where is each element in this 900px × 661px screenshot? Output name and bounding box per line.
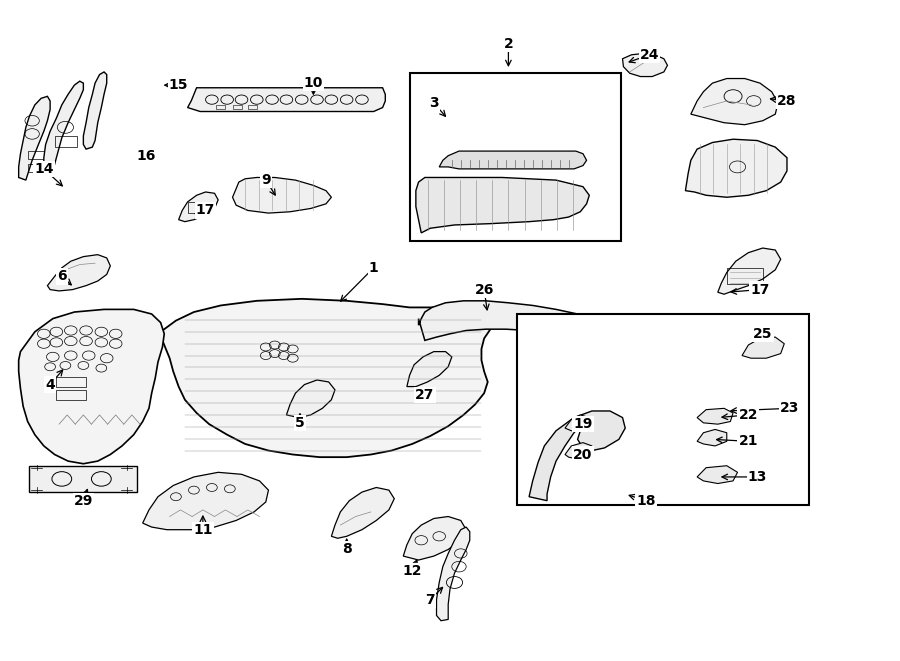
Text: 27: 27	[415, 388, 435, 402]
Polygon shape	[698, 408, 733, 424]
Text: 6: 6	[57, 270, 67, 284]
Polygon shape	[698, 466, 738, 484]
Polygon shape	[718, 248, 780, 294]
Polygon shape	[178, 192, 218, 221]
Polygon shape	[232, 177, 331, 213]
Polygon shape	[48, 254, 111, 291]
Text: 25: 25	[753, 327, 772, 341]
Text: 14: 14	[34, 162, 54, 176]
Text: 19: 19	[573, 417, 593, 431]
Text: 23: 23	[780, 401, 799, 415]
Polygon shape	[187, 88, 385, 112]
Polygon shape	[143, 473, 268, 529]
Polygon shape	[529, 411, 625, 500]
Text: 29: 29	[74, 494, 93, 508]
Polygon shape	[44, 81, 84, 171]
Text: 10: 10	[303, 76, 323, 90]
Polygon shape	[30, 466, 138, 492]
Polygon shape	[407, 352, 452, 387]
Polygon shape	[565, 415, 590, 431]
Text: 22: 22	[739, 408, 758, 422]
Text: 8: 8	[342, 543, 352, 557]
Polygon shape	[698, 430, 727, 446]
Text: 26: 26	[474, 283, 494, 297]
Text: 18: 18	[636, 494, 655, 508]
Polygon shape	[565, 443, 592, 459]
Text: 3: 3	[429, 96, 438, 110]
Polygon shape	[742, 337, 784, 358]
Polygon shape	[158, 299, 493, 457]
Polygon shape	[416, 177, 590, 233]
Text: 28: 28	[778, 94, 796, 108]
Text: 15: 15	[169, 78, 188, 92]
Text: 9: 9	[261, 173, 271, 187]
Bar	[410, 73, 621, 241]
Polygon shape	[286, 380, 335, 418]
Text: 11: 11	[194, 523, 212, 537]
Polygon shape	[331, 487, 394, 538]
Polygon shape	[84, 72, 107, 149]
Text: 17: 17	[196, 204, 215, 217]
Polygon shape	[19, 309, 164, 464]
Text: 24: 24	[640, 48, 659, 61]
Polygon shape	[623, 54, 668, 77]
Bar	[518, 314, 809, 505]
Text: 13: 13	[748, 470, 767, 484]
Text: 21: 21	[739, 434, 758, 448]
Text: 1: 1	[369, 261, 379, 275]
Polygon shape	[418, 301, 601, 340]
Text: 16: 16	[137, 149, 156, 163]
Text: 2: 2	[503, 36, 513, 51]
Text: 17: 17	[751, 283, 770, 297]
Text: 20: 20	[573, 447, 593, 461]
Polygon shape	[436, 527, 470, 621]
Text: 12: 12	[402, 564, 422, 578]
Text: 5: 5	[295, 416, 305, 430]
Text: 7: 7	[426, 593, 435, 607]
Polygon shape	[439, 151, 587, 169]
Polygon shape	[403, 516, 466, 560]
Polygon shape	[19, 97, 50, 180]
Polygon shape	[686, 139, 787, 197]
Polygon shape	[691, 79, 778, 125]
Text: 4: 4	[45, 377, 55, 391]
